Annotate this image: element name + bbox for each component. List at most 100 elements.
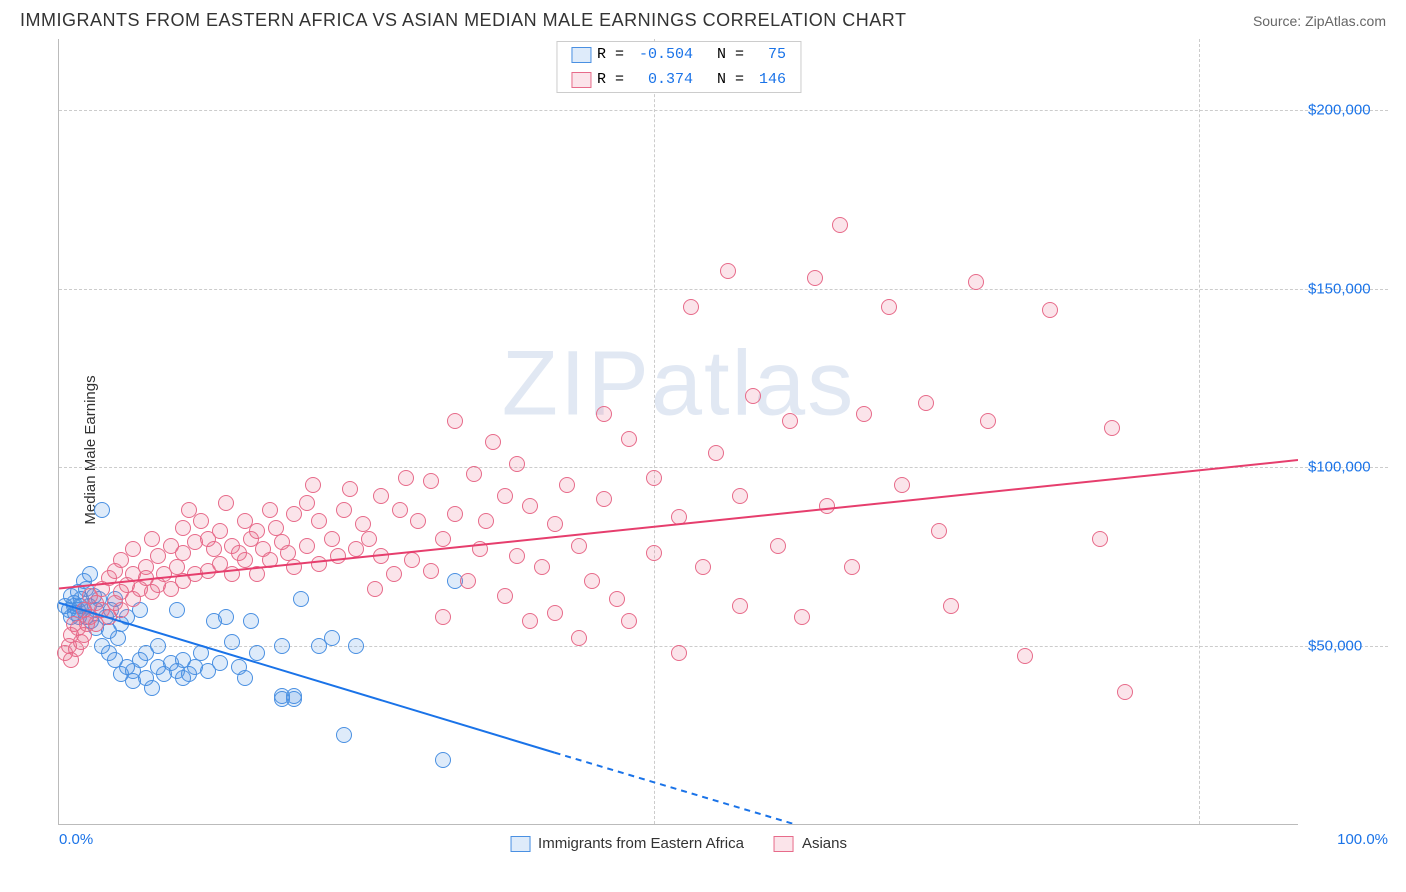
data-point xyxy=(218,495,234,511)
data-point xyxy=(324,630,340,646)
data-point xyxy=(274,638,290,654)
r-value: -0.504 xyxy=(639,46,693,63)
gridline-horizontal xyxy=(59,289,1388,290)
data-point xyxy=(522,613,538,629)
data-point xyxy=(832,217,848,233)
data-point xyxy=(732,488,748,504)
data-point xyxy=(404,552,420,568)
data-point xyxy=(330,548,346,564)
header-row: IMMIGRANTS FROM EASTERN AFRICA VS ASIAN … xyxy=(10,10,1396,35)
data-point xyxy=(466,466,482,482)
y-tick-label: $100,000 xyxy=(1302,459,1388,476)
r-label: R = xyxy=(597,46,633,63)
data-point xyxy=(410,513,426,529)
data-point xyxy=(844,559,860,575)
data-point xyxy=(646,470,662,486)
data-point xyxy=(1117,684,1133,700)
data-point xyxy=(224,566,240,582)
data-point xyxy=(472,541,488,557)
data-point xyxy=(94,502,110,518)
data-point xyxy=(435,531,451,547)
legend-label: Immigrants from Eastern Africa xyxy=(538,835,744,852)
data-point xyxy=(373,488,389,504)
legend-item-series-b: Asians xyxy=(774,835,847,852)
data-point xyxy=(193,513,209,529)
data-point xyxy=(336,502,352,518)
data-point xyxy=(336,727,352,743)
data-point xyxy=(596,406,612,422)
data-point xyxy=(683,299,699,315)
data-point xyxy=(324,531,340,547)
data-point xyxy=(571,630,587,646)
data-point xyxy=(1017,648,1033,664)
data-point xyxy=(293,591,309,607)
correlation-chart: IMMIGRANTS FROM EASTERN AFRICA VS ASIAN … xyxy=(10,10,1396,882)
data-point xyxy=(782,413,798,429)
data-point xyxy=(82,566,98,582)
data-point xyxy=(621,431,637,447)
legend-correlation-box: R = -0.504 N = 75 R = 0.374 N = 146 xyxy=(556,41,801,93)
data-point xyxy=(547,516,563,532)
data-point xyxy=(423,473,439,489)
data-point xyxy=(968,274,984,290)
data-point xyxy=(485,434,501,450)
data-point xyxy=(534,559,550,575)
legend-row-series-a: R = -0.504 N = 75 xyxy=(557,42,800,67)
data-point xyxy=(435,752,451,768)
gridline-vertical xyxy=(654,39,655,824)
data-point xyxy=(509,548,525,564)
data-point xyxy=(497,588,513,604)
data-point xyxy=(348,638,364,654)
data-point xyxy=(249,645,265,661)
data-point xyxy=(249,523,265,539)
swatch-series-a xyxy=(510,836,530,852)
data-point xyxy=(571,538,587,554)
data-point xyxy=(894,477,910,493)
data-point xyxy=(584,573,600,589)
data-point xyxy=(745,388,761,404)
data-point xyxy=(770,538,786,554)
data-point xyxy=(286,688,302,704)
data-point xyxy=(286,559,302,575)
data-point xyxy=(547,605,563,621)
data-point xyxy=(509,456,525,472)
n-label: N = xyxy=(699,71,753,88)
data-point xyxy=(299,538,315,554)
data-point xyxy=(609,591,625,607)
gridline-horizontal xyxy=(59,467,1388,468)
plot-container: Median Male Earnings ZIPatlas R = -0.504… xyxy=(10,35,1396,865)
data-point xyxy=(497,488,513,504)
data-point xyxy=(249,566,265,582)
data-point xyxy=(262,552,278,568)
data-point xyxy=(943,598,959,614)
data-point xyxy=(1104,420,1120,436)
data-point xyxy=(423,563,439,579)
data-point xyxy=(125,541,141,557)
data-point xyxy=(243,613,259,629)
data-point xyxy=(386,566,402,582)
data-point xyxy=(367,581,383,597)
n-value: 75 xyxy=(759,46,786,63)
data-point xyxy=(918,395,934,411)
data-point xyxy=(373,548,389,564)
data-point xyxy=(522,498,538,514)
y-tick-label: $200,000 xyxy=(1302,102,1388,119)
data-point xyxy=(342,481,358,497)
gridline-horizontal xyxy=(59,110,1388,111)
swatch-series-b xyxy=(774,836,794,852)
data-point xyxy=(435,609,451,625)
data-point xyxy=(559,477,575,493)
swatch-series-b xyxy=(571,72,591,88)
n-value: 146 xyxy=(759,71,786,88)
data-point xyxy=(144,531,160,547)
data-point xyxy=(671,509,687,525)
data-point xyxy=(110,630,126,646)
data-point xyxy=(237,552,253,568)
data-point xyxy=(881,299,897,315)
x-tick-label: 0.0% xyxy=(59,831,93,848)
data-point xyxy=(708,445,724,461)
data-point xyxy=(311,513,327,529)
data-point xyxy=(193,645,209,661)
legend-label: Asians xyxy=(802,835,847,852)
data-point xyxy=(212,523,228,539)
